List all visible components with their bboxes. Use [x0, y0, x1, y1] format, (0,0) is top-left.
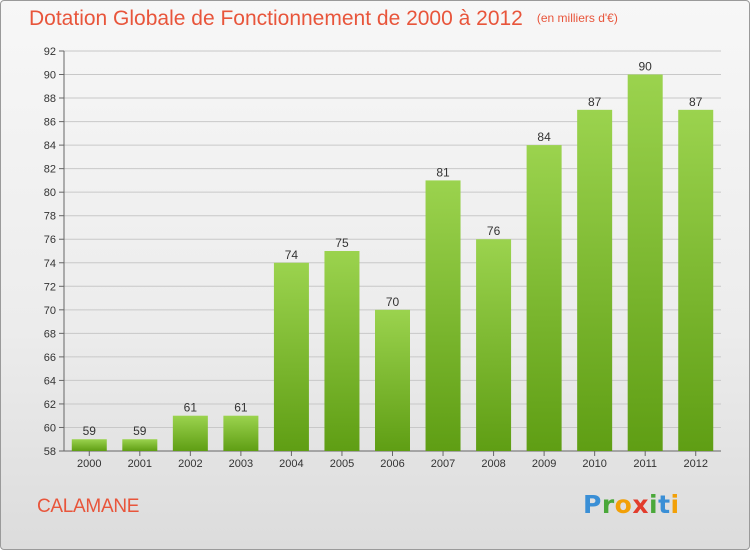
data-label: 76 — [487, 224, 501, 238]
bar-2004[interactable] — [273, 262, 309, 451]
bar-2008[interactable] — [476, 239, 512, 451]
bar-2012[interactable] — [678, 109, 714, 451]
y-tick-label: 60 — [44, 422, 56, 434]
x-tick-label: 2011 — [633, 458, 657, 470]
x-tick-label: 2009 — [532, 458, 556, 470]
data-label: 87 — [689, 95, 703, 109]
bar-2000[interactable] — [71, 439, 107, 451]
data-label: 75 — [335, 236, 349, 250]
data-label: 59 — [83, 424, 97, 438]
x-tick-label: 2001 — [128, 458, 152, 470]
y-tick-label: 88 — [44, 93, 56, 105]
y-tick-label: 58 — [44, 446, 56, 458]
bar-2010[interactable] — [577, 109, 613, 451]
bar-2007[interactable] — [425, 180, 461, 452]
x-tick-label: 2002 — [178, 458, 202, 470]
x-tick-label: 2012 — [683, 458, 707, 470]
x-tick-label: 2000 — [77, 458, 101, 470]
data-label: 87 — [588, 95, 602, 109]
data-label: 84 — [537, 130, 551, 144]
y-tick-label: 78 — [44, 211, 56, 223]
bar-2011[interactable] — [627, 74, 663, 451]
bar-2002[interactable] — [172, 415, 208, 451]
y-tick-label: 74 — [44, 258, 56, 270]
data-labels: 59 59 61 61 74 75 70 81 76 84 87 90 87 — [83, 60, 703, 439]
y-tick-label: 62 — [44, 399, 56, 411]
y-tick-label: 86 — [44, 117, 56, 129]
x-tick-label: 2010 — [582, 458, 606, 470]
x-tick-label: 2005 — [330, 458, 354, 470]
y-tick-label: 82 — [44, 164, 56, 176]
commune-name: CALAMANE — [37, 496, 140, 517]
x-tick-label: 2007 — [431, 458, 455, 470]
axes: 58 60 62 64 66 68 70 72 74 76 78 80 82 84 86 88 90 92 2000… — [44, 46, 721, 470]
proxiti-logo[interactable]: Proxiti — [583, 490, 680, 519]
bar-2005[interactable] — [324, 251, 360, 451]
bar-2006[interactable] — [375, 309, 410, 451]
data-label: 70 — [386, 295, 400, 309]
x-tick-label: 2008 — [481, 458, 505, 470]
data-label: 74 — [285, 248, 299, 262]
chart-title-unit: (en milliers d'€) — [536, 11, 618, 25]
data-label: 59 — [133, 424, 147, 438]
bar-2003[interactable] — [223, 415, 259, 451]
y-tick-label: 76 — [44, 234, 56, 246]
bars — [71, 74, 714, 452]
bar-2001[interactable] — [122, 439, 158, 451]
y-tick-label: 80 — [44, 187, 56, 199]
chart-title: Dotation Globale de Fonctionnement de 20… — [29, 7, 618, 31]
y-tick-label: 90 — [44, 70, 56, 82]
x-tick-label: 2004 — [279, 458, 303, 470]
y-tick-label: 72 — [44, 281, 56, 293]
y-tick-label: 70 — [44, 305, 56, 317]
x-tick-label: 2006 — [380, 458, 404, 470]
y-tick-label: 64 — [44, 375, 56, 387]
y-tick-label: 66 — [44, 352, 56, 364]
y-tick-label: 92 — [44, 46, 56, 58]
data-label: 81 — [436, 165, 450, 179]
data-label: 61 — [184, 401, 198, 415]
bar-2009[interactable] — [526, 145, 562, 451]
y-tick-label: 84 — [44, 140, 56, 152]
data-label: 61 — [234, 401, 248, 415]
chart-title-main: Dotation Globale de Fonctionnement de 20… — [29, 7, 523, 30]
data-label: 90 — [639, 60, 653, 74]
x-tick-label: 2003 — [229, 458, 253, 470]
y-tick-label: 68 — [44, 328, 56, 340]
